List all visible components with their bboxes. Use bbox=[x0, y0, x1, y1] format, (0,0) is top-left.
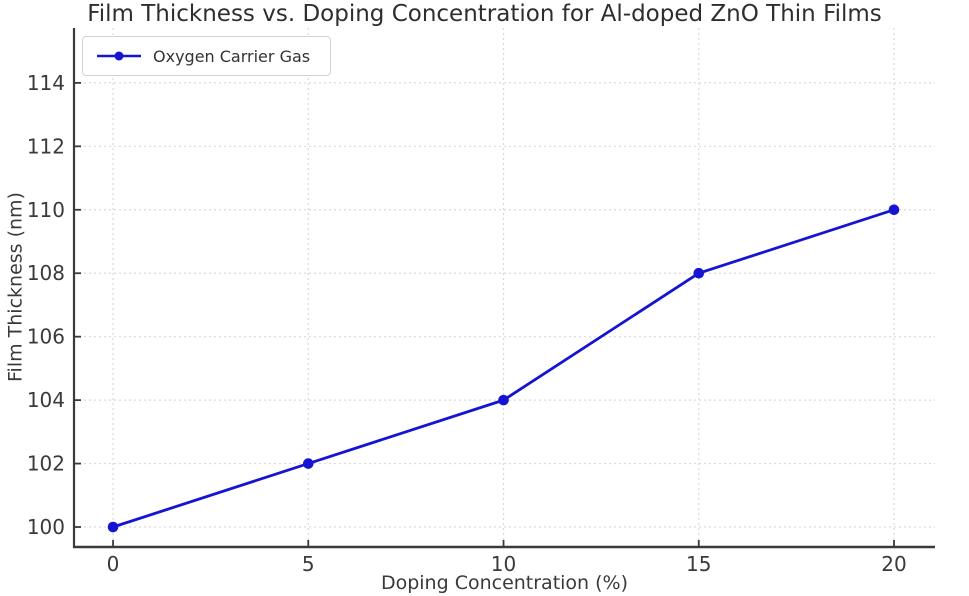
data-point bbox=[888, 204, 900, 216]
data-point bbox=[693, 267, 705, 279]
y-tick-label: 110 bbox=[27, 198, 65, 222]
legend-label: Oxygen Carrier Gas bbox=[153, 46, 311, 66]
chart-title: Film Thickness vs. Doping Concentration … bbox=[87, 1, 882, 27]
legend: Oxygen Carrier Gas bbox=[82, 36, 332, 76]
y-tick-label: 108 bbox=[27, 261, 65, 285]
data-point bbox=[498, 394, 509, 406]
y-tick-label: 102 bbox=[27, 452, 65, 476]
x-tick-label: 20 bbox=[881, 552, 906, 576]
y-axis-label: Film Thickness (nm) bbox=[4, 192, 27, 382]
x-tick-label: 5 bbox=[302, 552, 315, 576]
y-tick-label: 100 bbox=[27, 515, 65, 539]
x-tick-label: 0 bbox=[107, 552, 120, 576]
y-tick-label: 106 bbox=[27, 325, 65, 349]
data-point bbox=[107, 521, 119, 533]
legend-line-marker-icon bbox=[97, 51, 141, 61]
x-tick-label: 15 bbox=[686, 552, 711, 576]
x-axis-label: Doping Concentration (%) bbox=[380, 572, 629, 594]
y-tick-label: 104 bbox=[27, 388, 65, 412]
y-tick-label: 114 bbox=[27, 71, 65, 95]
y-tick-label: 112 bbox=[27, 134, 65, 158]
data-point bbox=[302, 458, 314, 469]
x-tick-label: 10 bbox=[491, 552, 516, 576]
